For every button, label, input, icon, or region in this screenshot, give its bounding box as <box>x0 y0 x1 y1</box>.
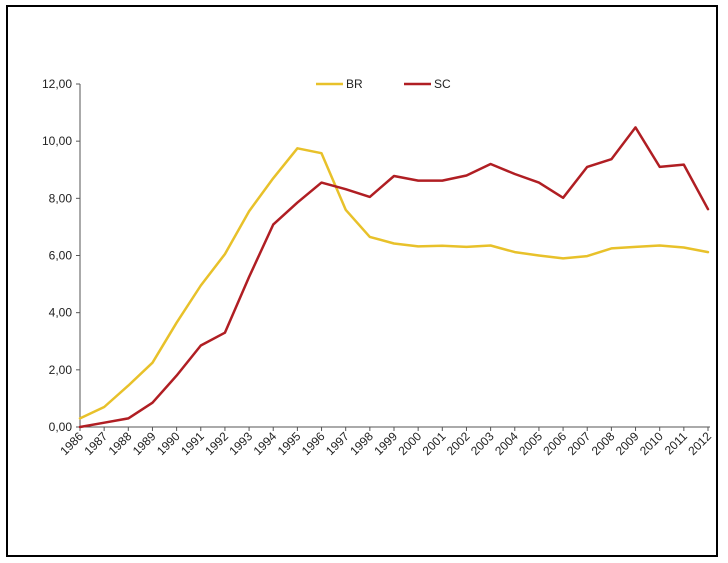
x-tick-label: 2004 <box>492 429 521 458</box>
x-tick-label: 2011 <box>662 429 690 457</box>
y-tick-labels: 0,00 2,00 4,00 6,00 8,00 10,00 12,00 <box>42 77 72 434</box>
x-tick-label: 2012 <box>685 429 714 458</box>
x-tick-label: 1994 <box>251 429 280 458</box>
series-line-br <box>78 147 710 420</box>
legend: BR SC <box>316 77 451 91</box>
x-tick-label: 1997 <box>323 429 352 458</box>
x-tick-label: 1995 <box>275 429 304 458</box>
y-tick-label: 8,00 <box>49 191 73 205</box>
x-tick-label: 2002 <box>444 429 473 458</box>
x-tick-label: 2010 <box>637 429 666 458</box>
x-tick-label: 2006 <box>540 429 569 458</box>
y-tick-label: 12,00 <box>42 77 72 91</box>
x-tick-label: 1989 <box>130 429 159 458</box>
series-lines <box>78 126 710 429</box>
x-tick-label: 1999 <box>371 429 400 458</box>
y-tick-label: 6,00 <box>49 249 73 263</box>
x-tick-label: 1992 <box>202 429 231 458</box>
x-tick-label: 2000 <box>395 429 424 458</box>
legend-label-sc: SC <box>434 77 451 91</box>
x-tick-label: 2008 <box>589 429 618 458</box>
x-tick-label: 2007 <box>565 429 594 458</box>
x-tick-label: 2003 <box>468 429 497 458</box>
legend-label-br: BR <box>346 77 363 91</box>
x-tick-label: 1990 <box>154 429 183 458</box>
y-tick-label: 10,00 <box>42 134 72 148</box>
y-tick-label: 0,00 <box>49 420 73 434</box>
axes <box>76 83 710 431</box>
x-tick-label: 1998 <box>347 429 376 458</box>
x-tick-label: 2001 <box>420 429 449 458</box>
x-tick-label: 1993 <box>226 429 255 458</box>
series-line-sc <box>78 126 710 429</box>
x-tick-labels: 1986198719881989199019911992199319941995… <box>57 429 714 458</box>
x-tick-label: 1996 <box>299 429 328 458</box>
y-tick-label: 4,00 <box>49 306 73 320</box>
y-tick-label: 2,00 <box>49 363 73 377</box>
x-tick-label: 2009 <box>613 429 642 458</box>
x-tick-label: 2005 <box>516 429 545 458</box>
chart-frame <box>6 5 718 557</box>
x-tick-label: 1987 <box>81 429 110 458</box>
x-tick-label: 1991 <box>178 429 207 458</box>
x-tick-label: 1988 <box>106 429 135 458</box>
